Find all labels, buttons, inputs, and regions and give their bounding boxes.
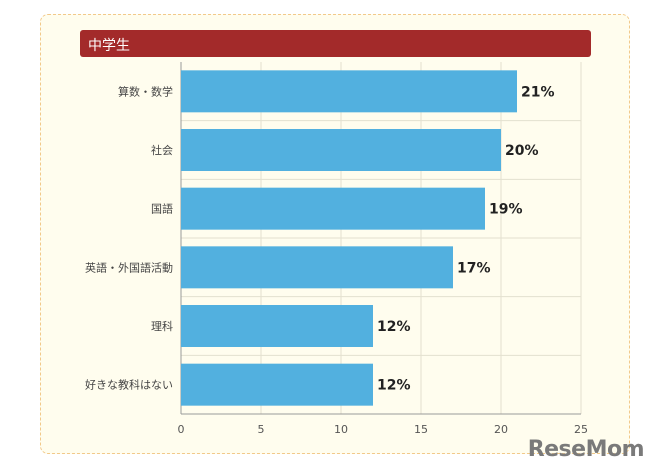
bar (181, 363, 373, 406)
category-label: 理科 (151, 319, 173, 333)
x-tick-label: 0 (178, 423, 185, 436)
x-tick-label: 15 (414, 423, 428, 436)
category-label: 好きな教科はない (85, 378, 173, 392)
chart-title: 中学生 (88, 38, 130, 54)
chart-title-bar (80, 30, 591, 57)
data-label: 17% (457, 260, 491, 276)
data-label: 12% (377, 378, 411, 394)
x-tick-label: 10 (334, 423, 348, 436)
data-label: 19% (489, 202, 523, 218)
category-label: 算数・数学 (118, 84, 173, 98)
category-label: 社会 (151, 143, 173, 157)
x-tick-label: 25 (574, 423, 588, 436)
bar (181, 70, 517, 113)
data-label: 20% (505, 143, 539, 159)
x-tick-label: 20 (494, 423, 508, 436)
resemom-logo: ReseMom (527, 437, 645, 462)
bar (181, 305, 373, 347)
bar (181, 187, 485, 230)
bar (181, 246, 453, 289)
data-label: 12% (377, 319, 411, 335)
bar (181, 129, 501, 171)
x-tick-label: 5 (258, 423, 265, 436)
category-label: 英語・外国語活動 (85, 260, 173, 274)
category-label: 国語 (151, 202, 173, 216)
data-label: 21% (521, 84, 555, 100)
